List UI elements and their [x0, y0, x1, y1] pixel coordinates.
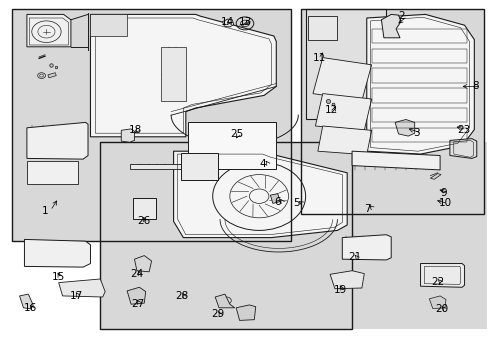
Text: 9: 9 [439, 188, 446, 198]
Bar [305, 9, 386, 119]
Polygon shape [181, 153, 217, 180]
Text: 29: 29 [211, 309, 224, 319]
Polygon shape [129, 164, 183, 169]
Polygon shape [236, 305, 255, 320]
Bar [325, 142, 486, 329]
Polygon shape [215, 294, 234, 308]
Bar [300, 9, 483, 214]
Text: 26: 26 [137, 216, 150, 226]
Polygon shape [59, 279, 105, 297]
Polygon shape [307, 16, 337, 40]
Text: 16: 16 [23, 303, 37, 313]
Polygon shape [381, 14, 400, 38]
Polygon shape [20, 294, 33, 309]
Bar [300, 9, 483, 214]
Text: 10: 10 [438, 198, 451, 208]
Polygon shape [317, 126, 371, 155]
Text: 19: 19 [333, 285, 346, 295]
Text: 27: 27 [131, 299, 144, 309]
Polygon shape [312, 58, 371, 101]
Polygon shape [222, 19, 233, 27]
Polygon shape [428, 296, 445, 309]
Polygon shape [90, 14, 276, 137]
Polygon shape [342, 235, 390, 260]
Polygon shape [24, 239, 90, 267]
Bar [100, 142, 351, 329]
Text: 15: 15 [51, 272, 64, 282]
Polygon shape [429, 174, 440, 179]
Text: 23: 23 [456, 125, 469, 135]
Text: 11: 11 [312, 53, 325, 63]
Text: 12: 12 [325, 105, 338, 115]
Polygon shape [27, 14, 71, 47]
Bar [100, 142, 351, 329]
Text: 20: 20 [434, 303, 447, 314]
Bar [305, 9, 386, 119]
Text: 22: 22 [430, 276, 444, 287]
Polygon shape [173, 151, 346, 238]
Text: 4: 4 [259, 159, 265, 169]
Text: 17: 17 [69, 291, 82, 301]
Text: 21: 21 [347, 252, 361, 262]
Polygon shape [90, 14, 127, 36]
Text: 3: 3 [412, 128, 419, 138]
Polygon shape [420, 264, 464, 287]
Polygon shape [133, 198, 156, 219]
Polygon shape [48, 73, 56, 78]
Polygon shape [161, 47, 185, 101]
Text: 6: 6 [273, 197, 280, 207]
Polygon shape [27, 161, 78, 184]
Polygon shape [27, 122, 88, 159]
Polygon shape [366, 14, 473, 154]
Text: 1: 1 [41, 206, 48, 216]
Text: 7: 7 [364, 204, 370, 214]
Polygon shape [188, 122, 276, 169]
Text: 18: 18 [128, 125, 142, 135]
Bar [12, 9, 290, 241]
Bar [12, 9, 290, 241]
Polygon shape [449, 139, 476, 158]
Polygon shape [394, 120, 414, 136]
Text: 5: 5 [293, 198, 300, 208]
Polygon shape [134, 256, 151, 272]
Text: 13: 13 [238, 17, 251, 27]
Polygon shape [270, 194, 280, 203]
Text: 8: 8 [471, 81, 478, 91]
Text: 25: 25 [229, 129, 243, 139]
Text: 24: 24 [130, 269, 143, 279]
Polygon shape [127, 287, 145, 304]
Text: 28: 28 [175, 291, 188, 301]
Polygon shape [329, 271, 364, 289]
Polygon shape [351, 151, 439, 170]
Text: 14: 14 [220, 17, 233, 27]
Polygon shape [121, 129, 134, 142]
Text: 2: 2 [398, 11, 405, 21]
Polygon shape [315, 94, 371, 130]
